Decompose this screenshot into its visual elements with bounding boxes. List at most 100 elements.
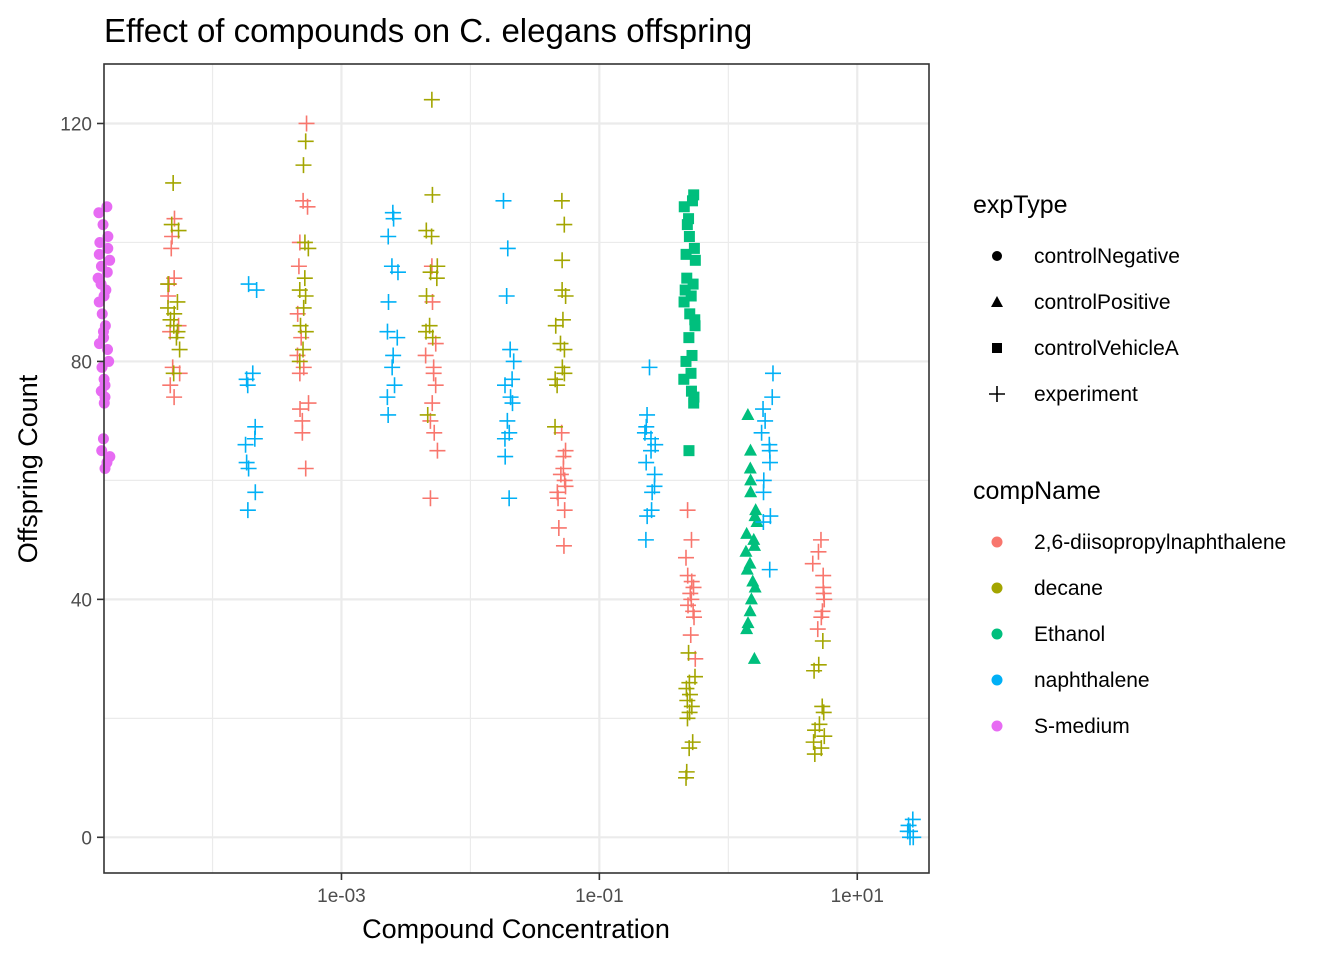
data-point	[680, 248, 692, 260]
data-point	[686, 609, 703, 626]
data-point	[298, 115, 315, 132]
data-point	[550, 490, 567, 507]
data-point	[246, 430, 263, 447]
data-point	[755, 514, 772, 531]
legend-key-color	[991, 674, 1003, 686]
data-point	[499, 240, 516, 257]
data-point	[297, 323, 314, 340]
data-point	[380, 406, 397, 423]
plot-panel-background	[104, 64, 929, 873]
data-point	[104, 254, 116, 266]
data-point	[688, 189, 700, 201]
data-point	[297, 460, 314, 477]
legend-key-color	[991, 536, 1003, 548]
data-point	[806, 662, 823, 679]
data-point	[747, 532, 761, 545]
data-point	[418, 287, 435, 304]
data-point	[427, 377, 444, 394]
data-point	[504, 395, 521, 412]
data-point	[162, 377, 179, 394]
data-point	[809, 621, 826, 638]
data-point	[685, 367, 697, 379]
chart-title: Effect of compounds on C. elegans offspr…	[104, 12, 752, 49]
data-point	[240, 460, 257, 477]
data-point	[553, 192, 570, 209]
data-point	[689, 254, 701, 266]
data-point	[679, 284, 691, 296]
data-point	[743, 604, 757, 617]
data-point	[683, 531, 700, 548]
data-point	[750, 515, 764, 528]
data-point	[294, 424, 311, 441]
data-point	[741, 407, 755, 420]
data-point	[643, 442, 660, 459]
x-axis-title: Compound Concentration	[362, 914, 670, 944]
data-point	[502, 341, 519, 358]
data-point	[237, 436, 254, 453]
data-point	[683, 213, 695, 225]
y-tick-label: 0	[81, 828, 92, 849]
legend-key-color	[991, 720, 1003, 732]
data-point	[299, 198, 316, 215]
minor-gridlines	[104, 64, 929, 873]
data-point	[689, 314, 701, 326]
data-point	[295, 299, 312, 316]
data-point	[555, 537, 572, 554]
x-axis-ticks: 1e-03 1e-01 1e+01	[317, 873, 884, 907]
data-point	[300, 395, 317, 412]
data-point	[905, 829, 922, 846]
data-point	[749, 503, 763, 516]
data-point	[501, 490, 518, 507]
data-point	[419, 406, 436, 423]
data-point	[813, 609, 830, 626]
data-point	[296, 270, 313, 287]
data-point	[93, 207, 105, 219]
data-point	[679, 710, 696, 727]
legend-key-experiment	[989, 386, 1005, 402]
data-point	[97, 219, 109, 231]
data-point	[686, 349, 698, 361]
data-point	[687, 278, 699, 290]
y-tick-label: 40	[71, 590, 92, 611]
data-point	[93, 338, 105, 350]
data-point	[639, 508, 656, 525]
data-point	[812, 531, 829, 548]
data-point	[748, 538, 762, 551]
data-point	[389, 264, 406, 281]
data-point	[739, 544, 753, 557]
data-point	[550, 519, 567, 536]
data-point	[99, 463, 111, 474]
data-point	[641, 359, 658, 376]
legend-key-controlNegative	[992, 251, 1002, 261]
data-point	[681, 219, 693, 231]
data-point	[816, 591, 833, 608]
data-point	[747, 651, 761, 664]
data-point	[748, 580, 762, 593]
data-point	[816, 728, 833, 745]
data-point	[810, 543, 827, 560]
legend-key-controlPositive	[991, 296, 1003, 307]
legend-label-controlNegative: controlNegative	[1034, 245, 1180, 268]
data-point	[757, 412, 774, 429]
legend-key-controlVehicleA	[992, 343, 1002, 353]
data-point	[688, 242, 700, 254]
data-point	[497, 377, 514, 394]
data-point	[96, 308, 108, 320]
y-axis-ticks: 0 40 80 120	[60, 114, 104, 849]
data-point	[761, 561, 778, 578]
data-point	[678, 296, 690, 308]
data-point	[688, 391, 700, 403]
legend-title-compname: compName	[973, 477, 1101, 505]
y-axis-title: Offspring Count	[13, 374, 43, 563]
data-point	[165, 365, 182, 382]
data-point	[678, 373, 690, 385]
data-point	[239, 502, 256, 519]
data-point	[744, 485, 758, 498]
data-point	[428, 270, 445, 287]
x-tick-label: 1e-03	[317, 886, 366, 907]
data-point	[764, 365, 781, 382]
data-point	[423, 228, 440, 245]
data-point	[498, 287, 515, 304]
data-point	[429, 442, 446, 459]
